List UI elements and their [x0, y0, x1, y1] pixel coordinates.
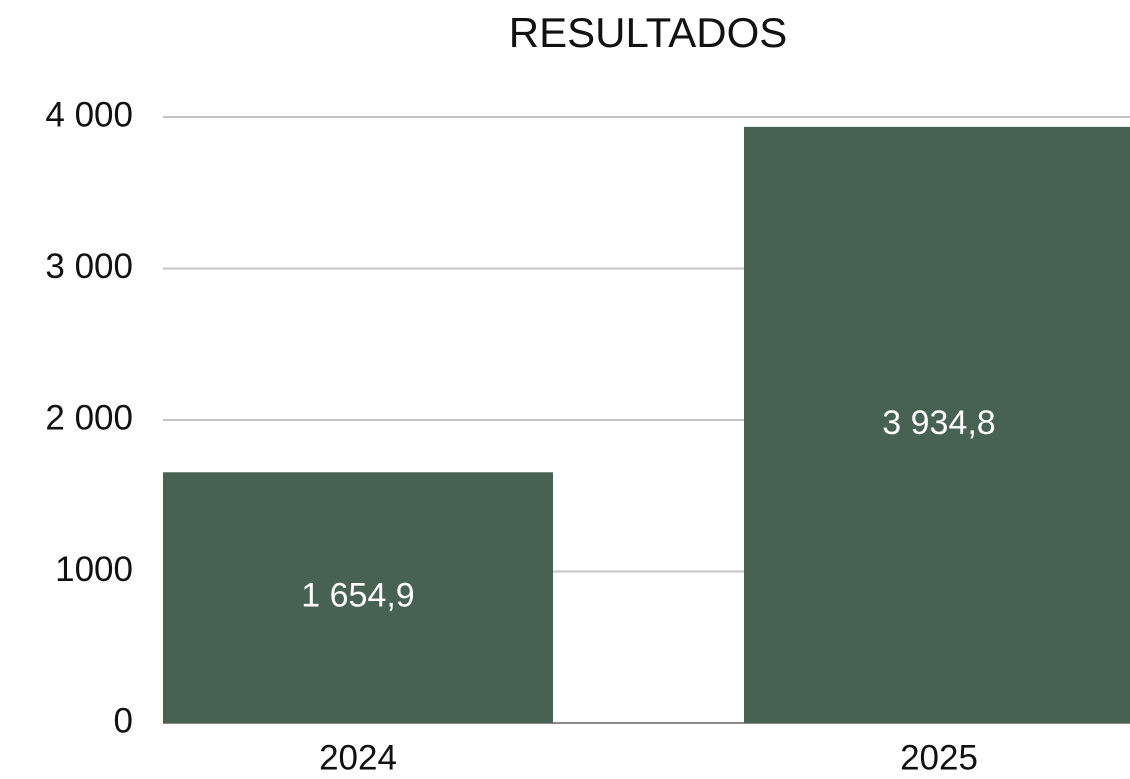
chart-title: RESULTADOS: [509, 9, 788, 56]
x-tick-label: 2025: [900, 738, 978, 777]
y-tick-label: 4 000: [45, 95, 133, 134]
x-tick-label: 2024: [319, 738, 397, 777]
y-tick-label: 2 000: [45, 398, 133, 437]
data-label: 1 654,9: [301, 577, 414, 615]
data-label: 3 934,8: [882, 404, 995, 442]
bar: [163, 472, 553, 723]
y-tick-label: 3 000: [45, 247, 133, 286]
y-tick-label: 0: [114, 701, 133, 740]
bar: [744, 126, 1130, 723]
y-tick-label: 1000: [55, 550, 133, 589]
